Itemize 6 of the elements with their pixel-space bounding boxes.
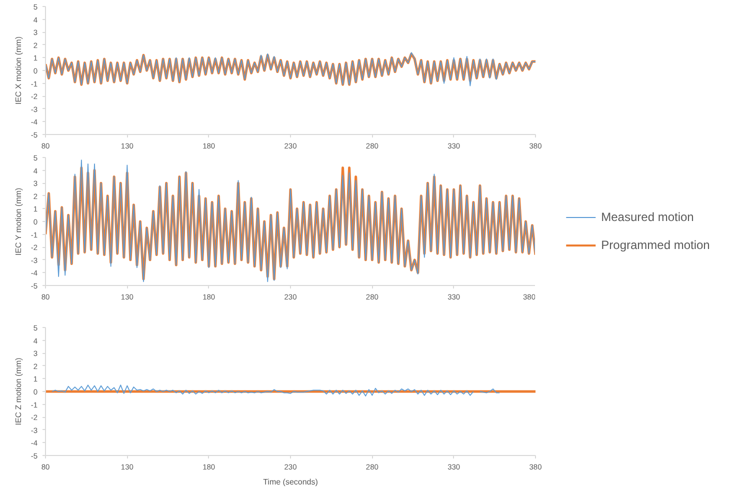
x-axis-title: Time (seconds) <box>263 478 318 486</box>
legend-label: Programmed motion <box>601 238 710 252</box>
y-axis-title: IEC Z motion (mm) <box>14 357 23 426</box>
legend-label: Measured motion <box>601 210 694 224</box>
y-axis-title: IEC Y motion (mm) <box>14 187 23 256</box>
y-axis-title: IEC X motion (mm) <box>14 36 23 105</box>
